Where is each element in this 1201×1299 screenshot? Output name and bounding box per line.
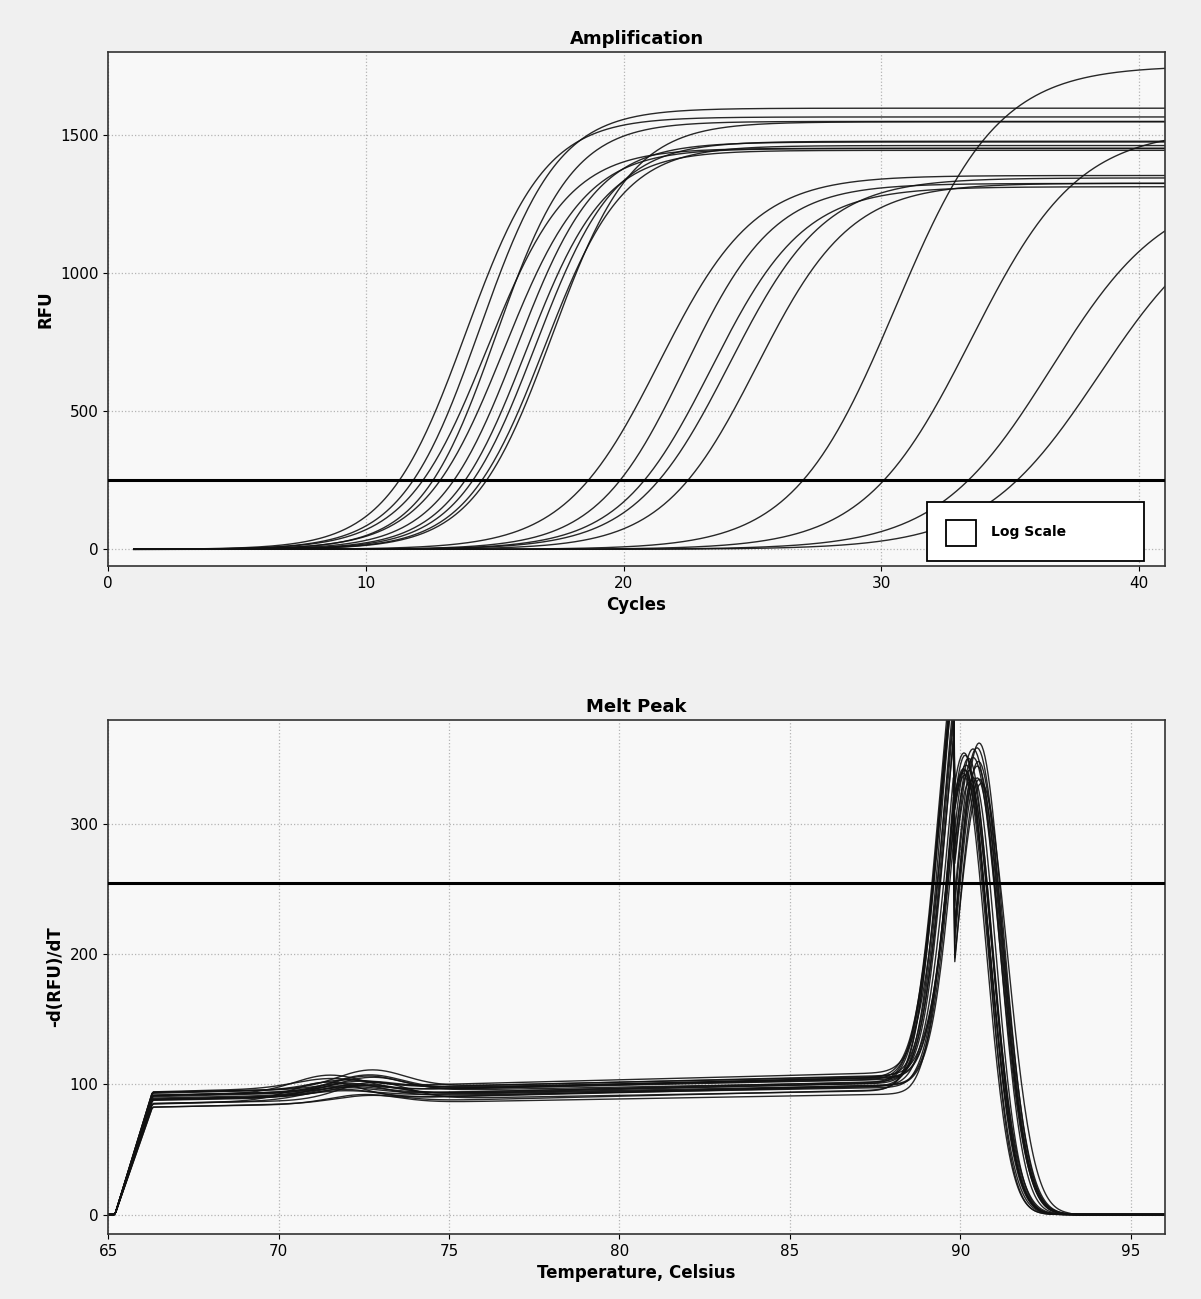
FancyBboxPatch shape	[927, 501, 1143, 561]
Y-axis label: RFU: RFU	[36, 290, 54, 327]
Bar	[946, 520, 975, 547]
Title: Melt Peak: Melt Peak	[586, 698, 687, 716]
X-axis label: Temperature, Celsius: Temperature, Celsius	[537, 1264, 736, 1282]
X-axis label: Cycles: Cycles	[607, 596, 667, 614]
Text: Log Scale: Log Scale	[991, 525, 1065, 539]
Y-axis label: -d(RFU)/dT: -d(RFU)/dT	[46, 926, 64, 1028]
Title: Amplification: Amplification	[569, 30, 704, 48]
